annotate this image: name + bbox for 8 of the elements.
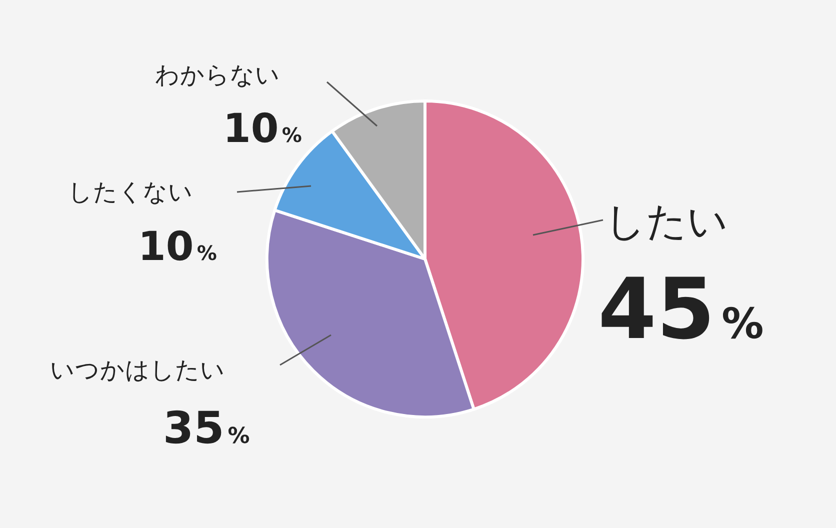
data-label: 45% (598, 260, 764, 358)
slice-label: したい (605, 199, 728, 245)
data-label: 10% (138, 224, 217, 270)
data-label: 35% (163, 403, 250, 454)
slice-label: したくない (68, 178, 193, 206)
slice-label: いつかはしたい (50, 356, 225, 384)
slice-label: わからない (155, 61, 280, 89)
data-label: 10% (223, 106, 302, 152)
